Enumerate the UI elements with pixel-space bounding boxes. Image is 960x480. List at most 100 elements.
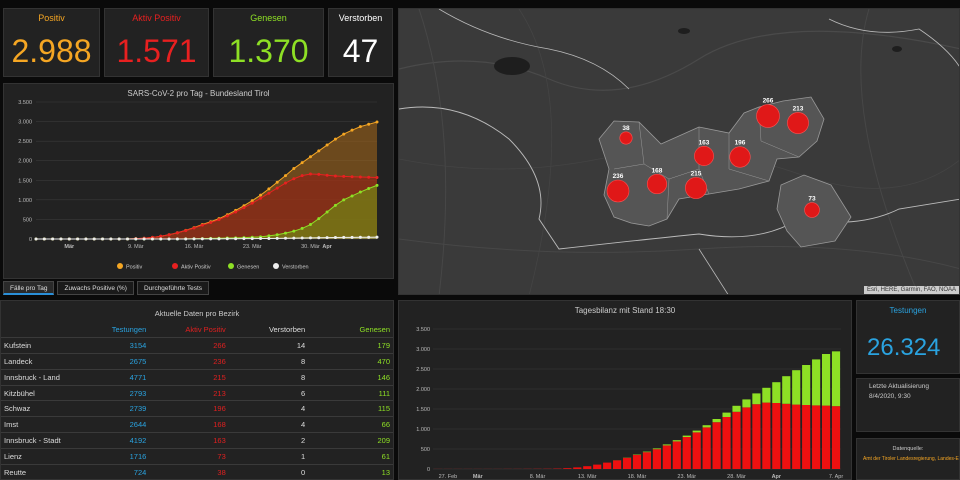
x-tick-label: 13. Mär xyxy=(578,474,597,480)
table-row[interactable]: Schwaz 2739 196 4 115 xyxy=(1,400,393,417)
cell-bezirk: Kufstein xyxy=(1,337,97,354)
column-header-aktiv-positiv[interactable]: Aktiv Positiv xyxy=(185,325,226,335)
map-road xyxy=(860,9,919,294)
testungen-panel: Testungen 26.324 xyxy=(856,300,960,374)
table-row[interactable]: Imst 2644 168 4 66 xyxy=(1,416,393,433)
cell-aktiv-positiv: 266 xyxy=(149,337,229,354)
cell-bezirk: Innsbruck - Land xyxy=(1,368,97,386)
source-panel: Datenquelle: Amt der Tiroler Landesregie… xyxy=(856,438,960,480)
x-tick-label: 23. Mär xyxy=(243,244,262,250)
cell-verstorben: 14 xyxy=(228,337,309,354)
series-point-3 xyxy=(367,187,371,191)
map-bubbles: 266 213 38 163 196 168 215 236 73 xyxy=(606,98,820,218)
cell-aktiv-positiv: 163 xyxy=(149,432,229,449)
bar-genesen xyxy=(652,448,661,450)
kpi-label: Genesen xyxy=(250,13,287,23)
y-tick-label: 3.000 xyxy=(18,120,32,126)
map[interactable]: 266 213 38 163 196 168 215 236 73 xyxy=(399,9,960,295)
series-point-4 xyxy=(125,237,129,241)
lake xyxy=(678,28,690,34)
legend-marker xyxy=(228,263,234,269)
map-bubble xyxy=(804,202,820,218)
tab-zuwachs-positive[interactable]: Zuwachs Positive (%) xyxy=(57,281,134,295)
series-point-2 xyxy=(167,233,171,237)
series-point-2 xyxy=(200,223,204,227)
bar-aktiv-positiv xyxy=(692,432,701,469)
kpi-value: 1.370 xyxy=(228,33,309,69)
bar-genesen xyxy=(752,393,761,405)
map-bubble-label: 213 xyxy=(793,105,804,112)
series-point-4 xyxy=(250,237,254,241)
table-row[interactable]: Lienz 1716 73 1 61 xyxy=(1,447,393,465)
series-area-3 xyxy=(36,185,377,239)
bar-genesen xyxy=(732,405,741,412)
series-point-2 xyxy=(192,226,196,230)
series-point-4 xyxy=(350,235,354,239)
cell-genesen: 115 xyxy=(308,400,393,417)
map-bubble-label: 168 xyxy=(652,167,663,174)
legend-marker xyxy=(273,263,279,269)
series-point-2 xyxy=(275,186,279,190)
table-row[interactable]: Innsbruck - Land 4771 215 8 146 xyxy=(1,368,393,386)
bar-aktiv-positiv xyxy=(573,467,582,469)
table-row[interactable]: Landeck 2675 236 8 470 xyxy=(1,353,393,370)
chart-tabs: Fälle pro Tag Zuwachs Positive (%) Durch… xyxy=(3,281,210,295)
series-point-1 xyxy=(284,174,288,178)
series-point-3 xyxy=(317,217,321,221)
cell-genesen: 470 xyxy=(308,353,393,370)
series-point-4 xyxy=(358,235,362,239)
bar-aktiv-positiv xyxy=(632,454,642,469)
series-point-2 xyxy=(350,175,354,179)
map-bubble-label: 73 xyxy=(808,196,816,203)
bar-aktiv-positiv xyxy=(782,403,791,469)
cell-genesen: 111 xyxy=(308,384,393,401)
series-area-2 xyxy=(36,174,377,239)
source-label: Datenquelle: xyxy=(892,446,924,452)
series-point-4 xyxy=(375,235,379,239)
cell-testungen: 2739 xyxy=(96,400,150,417)
table-row[interactable]: Innsbruck - Stadt 4192 163 2 209 xyxy=(1,432,393,449)
tab-durchgefuehrte-tests[interactable]: Durchgeführte Tests xyxy=(136,281,210,295)
x-tick-label: 30. Mär xyxy=(301,244,320,250)
table-row[interactable]: Kitzbühel 2793 213 6 111 xyxy=(1,384,393,401)
y-tick-label: 2.000 xyxy=(416,387,430,393)
cell-bezirk: Imst xyxy=(1,416,97,433)
country-border xyxy=(698,248,729,294)
series-point-4 xyxy=(42,237,46,241)
y-tick-label: 1.500 xyxy=(416,407,430,413)
bar-genesen xyxy=(712,419,721,423)
column-header-verstorben[interactable]: Verstorben xyxy=(268,325,306,335)
x-tick-label: 16. Mär xyxy=(185,244,204,250)
table-row[interactable]: Reutte 724 38 0 13 xyxy=(1,463,393,479)
map-road xyxy=(518,9,553,294)
y-tick-label: 2.500 xyxy=(416,367,430,373)
cell-testungen: 2675 xyxy=(96,353,150,370)
table-row[interactable]: Kufstein 3154 266 14 179 xyxy=(1,337,393,354)
series-point-1 xyxy=(333,137,337,141)
bar-genesen xyxy=(762,387,771,403)
bar-genesen xyxy=(682,435,691,437)
series-point-1 xyxy=(317,149,321,153)
series-point-4 xyxy=(184,237,188,241)
series-point-2 xyxy=(209,221,213,225)
series-point-4 xyxy=(134,237,138,241)
source-link[interactable]: Amt der Tiroler Landesregierung, Landes-… xyxy=(863,456,960,462)
cell-bezirk: Landeck xyxy=(1,353,97,370)
cell-verstorben: 0 xyxy=(228,463,309,479)
testungen-label: Testungen xyxy=(889,306,927,315)
bar-genesen xyxy=(662,444,671,446)
series-point-3 xyxy=(284,231,288,235)
series-point-3 xyxy=(275,233,279,237)
map-panel[interactable]: 266 213 38 163 196 168 215 236 73 Esri, HERE, Ga… xyxy=(398,8,960,295)
column-header-testungen[interactable]: Testungen xyxy=(111,325,147,335)
cell-genesen: 209 xyxy=(308,432,393,449)
series-point-4 xyxy=(367,235,371,239)
column-header-genesen[interactable]: Genesen xyxy=(359,325,390,335)
series-point-2 xyxy=(175,231,179,235)
series-point-2 xyxy=(367,175,371,179)
series-point-4 xyxy=(159,237,163,241)
map-bubble xyxy=(729,146,751,168)
x-tick-label: 27. Feb xyxy=(439,474,458,480)
tab-faelle-pro-tag[interactable]: Fälle pro Tag xyxy=(3,281,55,295)
series-point-3 xyxy=(350,194,354,198)
